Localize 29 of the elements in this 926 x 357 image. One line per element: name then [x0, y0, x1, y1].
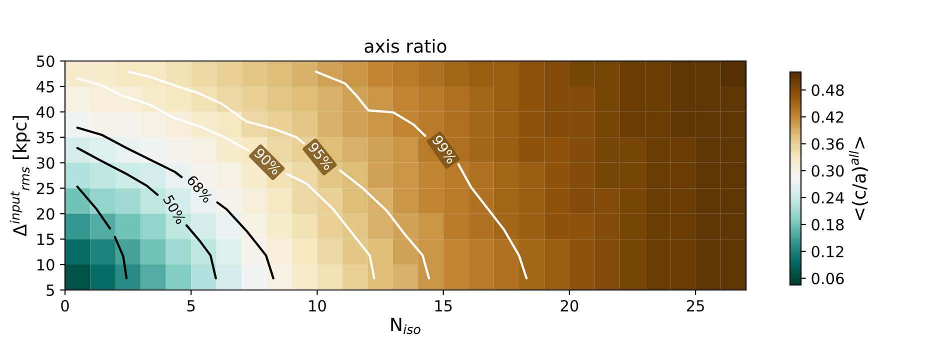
color-bar-label: 0.42 [812, 111, 844, 123]
color-bar-label: 0.12 [812, 246, 844, 258]
y-tick-label: 50 [37, 55, 54, 68]
x-tick-label: 20 [560, 300, 578, 312]
color-bar-label: 0.30 [812, 165, 844, 177]
x-tick-label: 0 [61, 300, 69, 312]
y-tick-label: 5 [46, 284, 54, 296]
color-bar-label: 0.06 [812, 272, 844, 284]
x-axis-title: N$_{iso}$ [391, 318, 420, 334]
color-bar-label: 0.18 [812, 218, 844, 230]
y-tick-label: 10 [38, 259, 54, 271]
x-tick-label: 25 [686, 300, 704, 312]
y-tick-label: 35 [37, 132, 54, 144]
y-tick-label: 25 [36, 182, 54, 194]
color-bar-label: 0.48 [812, 84, 844, 96]
y-tick-label: 20 [36, 208, 54, 220]
y-axis-title: Δ$^{input}$$_{rms}$ [kpc] [10, 116, 30, 236]
y-tick-label: 15 [38, 234, 54, 246]
x-tick-label: 5 [187, 300, 195, 312]
y-tick-label: 45 [36, 81, 54, 92]
y-tick-label: 30 [37, 157, 54, 169]
text: 50% [162, 194, 186, 225]
color-bar-label: 0.24 [812, 192, 844, 204]
chart-title: axis ratio [364, 38, 446, 53]
x-tick-label: 15 [435, 300, 452, 312]
y-tick-label: 40 [36, 106, 54, 118]
x-tick-label: 10 [309, 300, 326, 312]
color-bar-label: 0.36 [812, 138, 844, 150]
color-bar-title: <(c/a)$^{all}$> [849, 137, 868, 220]
